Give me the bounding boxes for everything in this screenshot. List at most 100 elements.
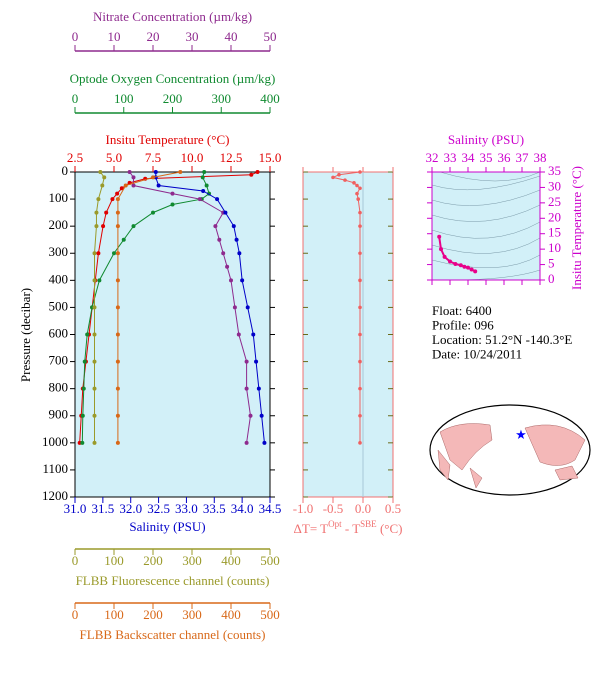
delta-point: [358, 251, 362, 256]
profile-point: [197, 197, 202, 202]
delta-point: [356, 197, 361, 201]
y-tick-label: 600: [49, 325, 69, 340]
x-tick-label: 7.5: [145, 150, 161, 165]
profile-point: [170, 202, 175, 207]
profile-point: [115, 386, 120, 391]
x-tick-label: 12.5: [220, 150, 243, 165]
x-tick-label: 200: [143, 607, 163, 622]
x-tick-label: 36: [498, 150, 512, 165]
x-axis-title: FLBB Backscatter channel (counts): [80, 627, 266, 642]
y-tick-label: 35: [548, 163, 561, 178]
x-tick-label: 10.0: [181, 150, 204, 165]
profile-point: [121, 237, 126, 242]
y-tick-label: 1200: [42, 488, 68, 503]
x-tick-label: 40: [225, 29, 238, 44]
x-tick-label: -0.5: [323, 501, 344, 516]
profile-point: [240, 278, 245, 283]
profile-point: [153, 170, 158, 174]
profile-point: [115, 278, 120, 283]
ts-point: [462, 264, 467, 269]
y-tick-label: 1100: [42, 461, 68, 476]
svg-text:★: ★: [515, 427, 527, 442]
ts-point: [458, 263, 463, 268]
x-tick-label: 15.0: [259, 150, 282, 165]
delta-point: [358, 305, 362, 310]
profile-point: [92, 413, 97, 418]
x-tick-label: 38: [534, 150, 547, 165]
profile-point: [244, 359, 249, 364]
delta-point: [358, 413, 362, 418]
profile-line: [94, 171, 105, 443]
profile-point: [229, 278, 233, 283]
x-tick-label: 0: [72, 91, 79, 106]
profile-point: [115, 251, 120, 256]
float-info: Profile: 096: [432, 317, 494, 332]
profile-point: [96, 197, 101, 202]
profile-point: [81, 386, 86, 391]
y-tick-label: 20: [548, 209, 561, 224]
float-info: Float: 6400: [432, 303, 492, 318]
y-tick-label: 15: [548, 225, 561, 240]
delta-point: [358, 186, 362, 191]
x-tick-label: 32: [426, 150, 439, 165]
profile-point: [123, 183, 128, 188]
x-tick-label: 5.0: [106, 150, 122, 165]
profile-point: [215, 197, 220, 202]
y-axis-title: Insitu Temperature (°C): [569, 166, 584, 290]
profile-point: [236, 332, 241, 337]
x-tick-label: 300: [212, 91, 232, 106]
y-tick-label: 30: [548, 178, 561, 193]
x-tick-label: 300: [182, 553, 202, 568]
profile-point: [259, 413, 264, 418]
profile-point: [234, 237, 239, 242]
profile-point: [100, 183, 105, 188]
x-tick-label: 100: [114, 91, 134, 106]
profile-point: [232, 305, 237, 310]
x-tick-label: 300: [182, 607, 202, 622]
delta-point: [358, 441, 362, 445]
profile-point: [92, 332, 97, 337]
float-info: Location: 51.2°N -140.3°E: [432, 332, 572, 347]
x-tick-label: 34.0: [231, 501, 254, 516]
ts-point: [442, 254, 447, 259]
profile-point: [98, 170, 103, 174]
delta-point: [355, 191, 359, 196]
profile-point: [110, 197, 115, 202]
delta-point: [337, 172, 341, 177]
profile-point: [119, 186, 124, 191]
ts-point: [448, 259, 452, 264]
x-axis-title: Optode Oxygen Concentration (µm/kg): [70, 71, 276, 86]
x-tick-label: 200: [143, 553, 163, 568]
y-tick-label: 5: [548, 256, 555, 271]
profile-point: [80, 440, 85, 445]
x-tick-label: 30: [186, 29, 199, 44]
x-tick-label: 37: [516, 150, 530, 165]
delta-point: [358, 278, 362, 283]
x-tick-label: 34.5: [259, 501, 282, 516]
x-tick-label: 100: [104, 607, 124, 622]
delta-point: [343, 178, 347, 182]
profile-point: [96, 251, 101, 256]
ts-point: [439, 247, 443, 252]
profile-point: [104, 210, 109, 215]
profile-point: [92, 278, 97, 283]
profile-point: [92, 359, 97, 364]
x-tick-label: 34: [462, 150, 476, 165]
profile-point: [92, 386, 97, 391]
profile-point: [201, 188, 206, 193]
x-tick-label: 200: [163, 91, 183, 106]
x-tick-label: 31.5: [91, 501, 114, 516]
x-tick-label: 33.0: [175, 501, 198, 516]
ts-density-contours: [431, 171, 541, 281]
profile-point: [248, 413, 253, 418]
y-tick-label: 400: [49, 271, 69, 286]
profile-point: [256, 386, 261, 391]
profile-point: [92, 440, 97, 445]
y-tick-label: 10: [548, 240, 561, 255]
profile-point: [170, 191, 175, 196]
x-tick-label: 33: [444, 150, 457, 165]
profile-point: [115, 359, 120, 364]
profile-point: [115, 224, 120, 229]
profile-point: [115, 413, 120, 418]
y-tick-label: 0: [62, 163, 69, 178]
